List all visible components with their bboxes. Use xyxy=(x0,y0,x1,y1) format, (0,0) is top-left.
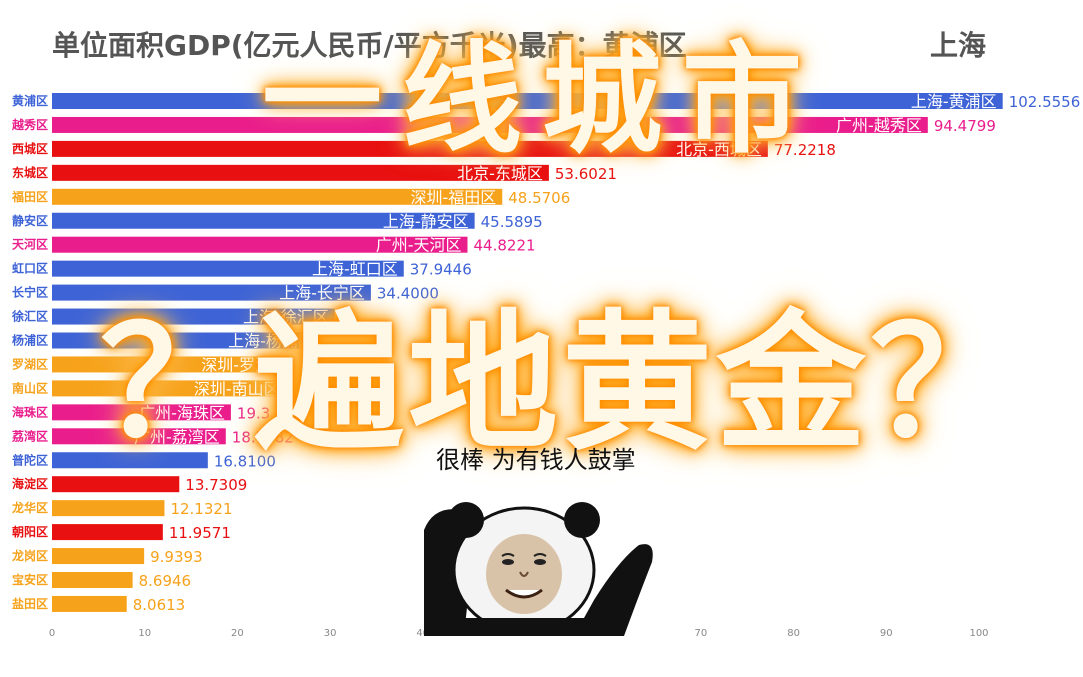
bar xyxy=(52,93,1003,109)
value-label: 13.7309 xyxy=(185,476,247,494)
category-label: 朝阳区 xyxy=(12,524,48,539)
x-tick-label: 0 xyxy=(49,628,55,639)
bar-label: 广州-天河区 xyxy=(376,236,462,255)
value-label: 18.7482 xyxy=(232,428,294,446)
category-label: 普陀区 xyxy=(12,452,48,467)
bar xyxy=(52,164,549,181)
category-label: 黄浦区 xyxy=(12,93,48,108)
bar xyxy=(52,404,231,421)
value-label: 94.4799 xyxy=(934,117,996,135)
value-label: 44.8221 xyxy=(474,237,536,255)
bar xyxy=(52,572,133,588)
bar-label: 上海-徐汇区 xyxy=(243,308,329,327)
bar-label: 北京-东城区 xyxy=(457,164,543,183)
value-label: 8.0613 xyxy=(133,596,186,614)
bar xyxy=(52,260,404,277)
x-tick-label: 40 xyxy=(416,628,429,639)
bar xyxy=(52,548,145,565)
bar-label: 广州-荔湾区 xyxy=(134,427,220,446)
meme-caption: 很棒 为有钱人鼓掌 xyxy=(436,446,636,474)
bar xyxy=(52,236,468,253)
chart-title: 单位面积GDP(亿元人民币/平方千米)最高：黄浦区 xyxy=(52,29,687,62)
category-label: 天河区 xyxy=(12,237,48,252)
category-label: 海珠区 xyxy=(12,404,48,419)
bar xyxy=(52,332,320,349)
x-tick-label: 30 xyxy=(324,628,337,639)
value-label: 9.9393 xyxy=(150,548,203,566)
category-label: 宝安区 xyxy=(12,572,48,587)
bar xyxy=(52,500,165,517)
x-tick-label: 70 xyxy=(695,628,708,639)
value-label: 12.1321 xyxy=(170,500,232,518)
category-label: 盐田区 xyxy=(12,596,48,611)
panda-meme-image xyxy=(424,502,653,636)
value-label: 53.6021 xyxy=(555,165,617,183)
chart-title-city: 上海 xyxy=(930,29,987,62)
bar xyxy=(52,595,127,612)
category-label: 静安区 xyxy=(12,213,48,228)
x-tick-label: 80 xyxy=(787,628,800,639)
x-tick-label: 10 xyxy=(138,628,151,639)
value-label: 34.4000 xyxy=(377,285,439,303)
bar-label: 上海-杨浦区 xyxy=(228,332,314,351)
bar xyxy=(52,308,335,325)
category-label: 杨浦区 xyxy=(12,333,48,348)
x-tick-label: 100 xyxy=(969,628,988,639)
value-label: 45.5895 xyxy=(481,213,543,231)
category-label: 长宁区 xyxy=(12,285,48,300)
value-label: 16.8100 xyxy=(214,452,276,470)
bar-label: 深圳-罗湖区 xyxy=(201,355,287,374)
x-tick-label: 20 xyxy=(231,628,244,639)
bar xyxy=(52,188,503,205)
bar-label: 深圳-福田区 xyxy=(410,188,496,207)
value-label: 37.9446 xyxy=(410,261,472,279)
overlay-headline: 一线城市 xyxy=(262,31,822,170)
value-label: 11.9571 xyxy=(169,524,231,542)
category-label: 越秀区 xyxy=(11,117,48,132)
overlay-subheadline: ？遍地黄金？ xyxy=(100,297,1025,471)
bar xyxy=(52,380,286,397)
value-label: 102.5556 xyxy=(1009,93,1081,111)
x-tick-label: 90 xyxy=(880,628,893,639)
value-label: 77.2218 xyxy=(774,141,836,159)
bar xyxy=(52,116,928,133)
value-label: 48.5706 xyxy=(508,189,570,207)
bar xyxy=(52,524,163,541)
bar-label: 广州-海珠区 xyxy=(139,403,225,422)
bar-label: 上海-长宁区 xyxy=(279,284,365,303)
bar-label: 广州-越秀区 xyxy=(836,116,922,135)
category-label: 福田区 xyxy=(11,189,48,204)
bar xyxy=(52,284,371,301)
category-label: 荔湾区 xyxy=(11,428,48,443)
bar xyxy=(52,212,475,229)
category-label: 西城区 xyxy=(12,141,48,156)
category-label: 徐汇区 xyxy=(11,309,48,324)
category-label: 东城区 xyxy=(12,165,48,180)
bar-label: 上海-黄浦区 xyxy=(911,92,997,111)
category-label: 南山区 xyxy=(12,380,48,395)
category-label: 虹口区 xyxy=(12,261,48,276)
category-label: 龙华区 xyxy=(12,500,48,515)
category-label: 龙岗区 xyxy=(12,548,48,563)
bar-label: 上海-静安区 xyxy=(383,212,469,231)
bar-label: 上海-虹口区 xyxy=(312,260,398,279)
value-label: 19.3 xyxy=(237,404,270,422)
bar-label: 深圳-南山区 xyxy=(194,379,280,398)
value-label: 8.6946 xyxy=(139,572,192,590)
category-label: 海淀区 xyxy=(12,476,48,491)
bar xyxy=(52,476,180,493)
bar xyxy=(52,356,294,373)
bar-label: 北京-西城区 xyxy=(676,140,762,159)
bar xyxy=(52,452,208,469)
bar xyxy=(52,428,226,445)
bar xyxy=(52,140,768,157)
category-label: 罗湖区 xyxy=(12,356,48,371)
